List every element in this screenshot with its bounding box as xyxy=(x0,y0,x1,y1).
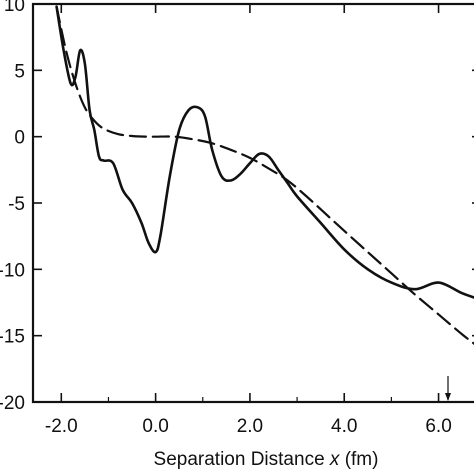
x-axis-label-var: x xyxy=(329,449,341,470)
y-tick-label: -15 xyxy=(0,327,25,348)
x-tick-labels: -2.0 0.0 2.0 4.0 6.0 xyxy=(45,416,452,437)
series-line-solid xyxy=(55,5,474,299)
plot-frame xyxy=(31,2,474,404)
x-axis-label-suffix: (fm) xyxy=(339,449,378,470)
x-axis-label-prefix: Separation Distance xyxy=(154,449,330,470)
tick-marks xyxy=(33,3,474,403)
y-tick-labels: 10 5 0 -5 -10 -15 -20 xyxy=(0,0,25,414)
y-tick-label: 10 xyxy=(4,0,25,16)
y-tick-label: -10 xyxy=(0,260,25,281)
x-tick-label: 2.0 xyxy=(237,416,263,437)
series-layer xyxy=(55,5,474,345)
y-tick-label: 0 xyxy=(14,128,25,149)
x-tick-label: 4.0 xyxy=(331,416,357,437)
y-tick-label: -20 xyxy=(0,393,25,414)
x-tick-label: 6.0 xyxy=(425,416,451,437)
y-tick-label: -5 xyxy=(8,194,25,215)
y-tick-label: 5 xyxy=(14,61,25,82)
x-tick-label: 0.0 xyxy=(142,416,168,437)
x-tick-label: -2.0 xyxy=(45,416,78,437)
x-axis-label: Separation Distance x (fm) xyxy=(154,449,379,470)
marker-arrow-head xyxy=(445,393,451,401)
series-line-dashed xyxy=(55,5,474,345)
